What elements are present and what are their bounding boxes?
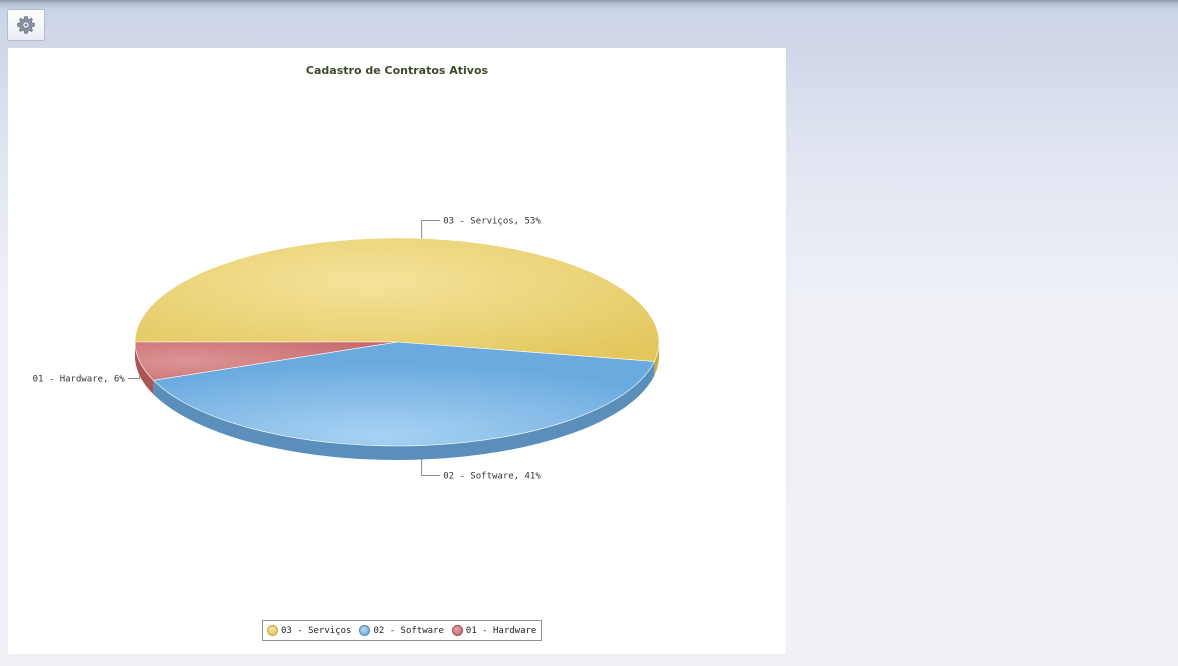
- settings-button[interactable]: [7, 9, 45, 41]
- data-label-software: 02 - Software, 41%: [443, 471, 541, 481]
- label-connector-hardware: [127, 375, 141, 379]
- legend-dot-software: [359, 625, 371, 636]
- pie-side-software: [153, 361, 655, 461]
- pie-slice-software[interactable]: [152, 341, 655, 447]
- chart-title: Cadastro de Contratos Ativos: [305, 64, 489, 77]
- gear-icon: [17, 16, 35, 34]
- legend-label-software: 02 - Software: [373, 625, 444, 636]
- label-connector-software: [421, 459, 441, 476]
- data-label-servicos: 03 - Serviços, 53%: [443, 217, 541, 227]
- top-shadow: [0, 0, 1178, 10]
- legend-dot-hardware: [451, 625, 463, 636]
- legend-dot-servicos: [267, 625, 278, 636]
- legend-item-servicos[interactable]: 03 - Serviços: [267, 625, 351, 636]
- chart-panel: Cadastro de Contratos Ativos 03 - Serviç…: [8, 48, 786, 654]
- pie-slice-hardware[interactable]: [134, 341, 398, 381]
- legend-label-servicos: 03 - Serviços: [281, 625, 352, 636]
- label-connector-servicos: [421, 220, 441, 239]
- legend-item-hardware[interactable]: 01 - Hardware: [451, 625, 537, 636]
- pie-side-servicos: [654, 342, 659, 376]
- legend-item-software[interactable]: 02 - Software: [359, 625, 444, 636]
- pie-side-hardware: [135, 342, 154, 395]
- pie-slice-servicos[interactable]: [134, 237, 660, 362]
- legend-label-hardware: 01 - Hardware: [465, 625, 537, 636]
- pie-chart: 03 - Serviços, 53% 02 - Software, 41% 01 -…: [33, 217, 660, 481]
- chart-legend: 03 - Serviços 02 - Software 01 - Hardwar…: [262, 620, 543, 641]
- data-label-hardware: 01 - Hardware, 6%: [33, 374, 126, 384]
